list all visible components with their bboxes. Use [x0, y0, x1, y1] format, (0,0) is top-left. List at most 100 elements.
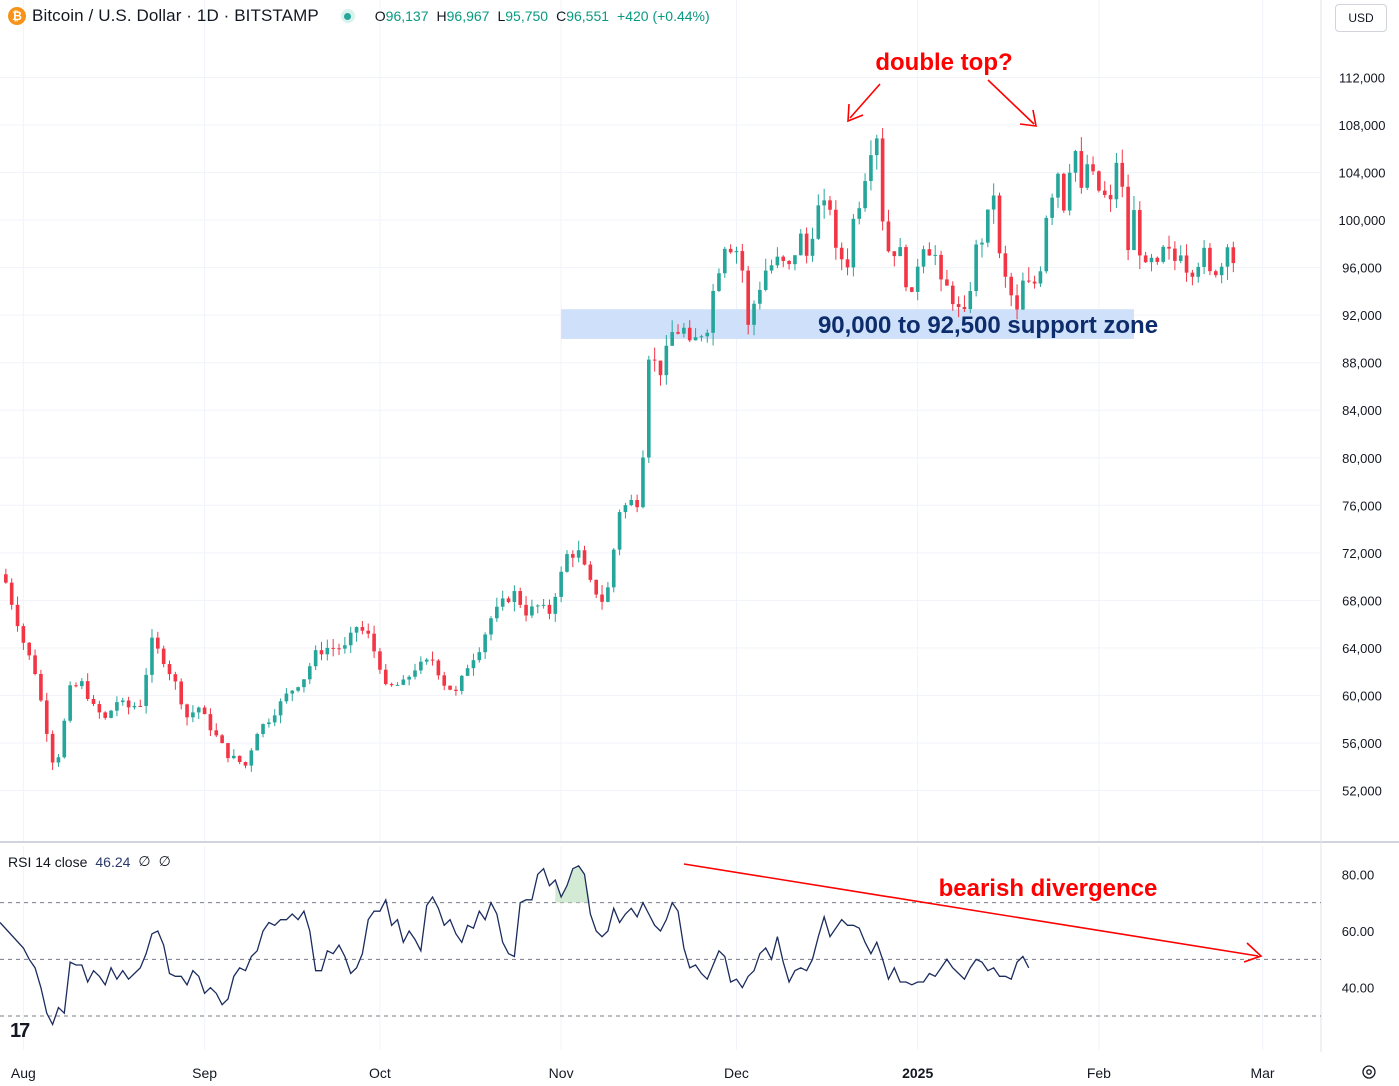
candle-body	[1032, 281, 1037, 284]
candle-body	[1056, 173, 1060, 198]
rsi-value: 46.24	[95, 853, 131, 870]
candle-body	[646, 359, 651, 458]
arrow-left-shaft	[849, 83, 881, 119]
candle-body	[810, 238, 815, 256]
candle-body	[600, 594, 604, 602]
rsi-tick-label: 60.00	[1342, 924, 1375, 939]
divergence-arrow-head	[1243, 942, 1263, 963]
ohlc-readout: O96,137 H96,967 L95,750 C96,551 +420 (+0…	[375, 8, 710, 24]
time-tick-label: Oct	[369, 1065, 391, 1081]
candle-body	[1038, 271, 1043, 284]
market-status-icon[interactable]	[340, 9, 355, 23]
candle-body	[167, 664, 172, 675]
candle-body	[27, 642, 32, 656]
candle-body	[571, 554, 575, 558]
candlestick-series[interactable]	[4, 128, 1236, 772]
candle-body	[366, 630, 371, 634]
candle-body	[1155, 257, 1160, 262]
price-tick-label: 68,000	[1342, 593, 1382, 608]
candle-body	[313, 650, 318, 667]
candle-body	[255, 734, 259, 751]
time-axis[interactable]: Aug Sep Oct Nov Dec 2025 Feb Mar	[11, 1065, 1275, 1081]
time-tick-label: Mar	[1250, 1065, 1274, 1081]
bitcoin-icon: ₿	[8, 7, 26, 25]
candle-body	[1190, 272, 1195, 277]
candle-body	[863, 181, 867, 209]
candle-body	[1021, 280, 1025, 310]
price-tick-label: 64,000	[1342, 641, 1382, 656]
candle-body	[921, 249, 926, 267]
candle-body	[635, 499, 639, 508]
candle-body	[945, 279, 949, 286]
candle-body	[296, 687, 300, 691]
candle-body	[243, 761, 248, 766]
change-value: +420 (+0.44%)	[617, 8, 710, 24]
price-axis[interactable]: 52,000 56,000 60,000 64,000 68,000 72,000 76,0…	[1339, 71, 1386, 799]
tradingview-logo[interactable]: 17	[10, 1020, 30, 1042]
low-label: L	[497, 8, 506, 24]
candle-body	[1225, 247, 1230, 267]
candle-body	[389, 684, 394, 686]
candle-body	[828, 200, 832, 210]
candle-body	[39, 673, 43, 701]
candle-body	[442, 675, 447, 686]
candle-body	[758, 289, 762, 304]
candle-body	[1009, 276, 1014, 296]
candle-body	[483, 634, 487, 653]
candle-body	[892, 251, 897, 257]
candle-body	[845, 259, 850, 268]
candle-body	[886, 221, 891, 252]
candle-body	[1143, 255, 1148, 263]
candle-body	[56, 757, 61, 763]
candle-body	[220, 735, 224, 744]
candle-body	[968, 291, 973, 310]
divergence-trend-line	[683, 863, 1259, 957]
candle-body	[1173, 248, 1177, 261]
candle-body	[1178, 255, 1183, 261]
chart-header: ₿ Bitcoin / U.S. Dollar · 1D · BITSTAMP …	[8, 4, 710, 28]
candle-body	[687, 327, 692, 341]
price-tick-label: 76,000	[1342, 498, 1382, 513]
annotation-double-top: double top?	[875, 49, 1012, 76]
open-value: 96,137	[385, 8, 429, 24]
candle-body	[1184, 255, 1189, 273]
candle-body	[506, 598, 511, 603]
candle-body	[261, 724, 265, 735]
candle-body	[267, 722, 271, 725]
rsi-legend[interactable]: RSI 14 close 46.24 ∅ ∅	[8, 853, 171, 870]
time-tick-label: Nov	[549, 1065, 574, 1081]
candle-body	[576, 550, 581, 558]
rsi-line	[0, 865, 1030, 1027]
time-tick-label: Dec	[724, 1065, 749, 1081]
candle-body	[541, 604, 546, 606]
candle-body	[1161, 246, 1165, 262]
high-value: 96,967	[446, 8, 490, 24]
candle-body	[424, 659, 429, 662]
candle-body	[781, 256, 786, 261]
candle-body	[1073, 151, 1078, 173]
candle-body	[588, 564, 593, 580]
candle-body	[477, 652, 482, 661]
candle-body	[559, 571, 563, 597]
candle-body	[378, 651, 382, 670]
candle-body	[711, 290, 715, 333]
currency-selector[interactable]: USD	[1335, 4, 1387, 32]
candle-body	[495, 606, 499, 619]
candle-body	[465, 668, 470, 676]
candle-body	[582, 550, 587, 565]
candle-body	[606, 587, 610, 602]
gear-icon[interactable]	[1361, 1064, 1377, 1080]
candle-body	[343, 645, 347, 649]
candle-body	[489, 618, 493, 635]
candle-body	[734, 251, 739, 253]
high-label: H	[436, 8, 447, 24]
candle-body	[150, 637, 154, 675]
time-tick-label: Sep	[192, 1065, 217, 1081]
candle-body	[933, 254, 938, 256]
price-tick-label: 88,000	[1342, 356, 1382, 371]
candle-body	[617, 512, 622, 550]
arrow-right-head	[1019, 109, 1037, 127]
symbol-title[interactable]: Bitcoin / U.S. Dollar · 1D · BITSTAMP	[32, 6, 319, 25]
candle-body	[775, 256, 780, 266]
